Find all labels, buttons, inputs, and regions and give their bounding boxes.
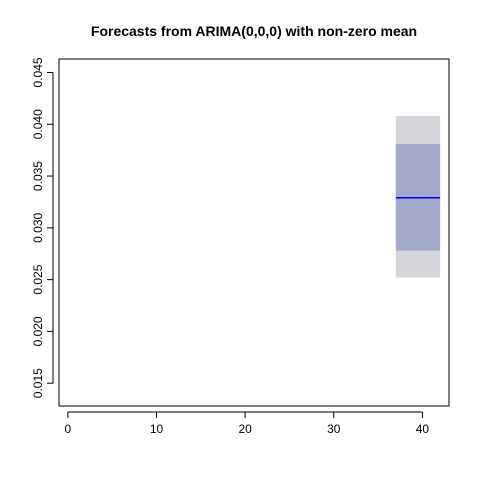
chart-title: Forecasts from ARIMA(0,0,0) with non-zer… bbox=[91, 23, 417, 39]
x-tick-label: 0 bbox=[65, 422, 72, 436]
plot-area-frame bbox=[58, 58, 450, 407]
y-axis: 0.015 0.020 0.025 0.030 0.035 0.040 0.045 bbox=[31, 57, 54, 398]
x-tick-label: 10 bbox=[150, 422, 164, 436]
x-tick-label: 20 bbox=[238, 422, 252, 436]
x-tick-label: 30 bbox=[327, 422, 341, 436]
y-tick-label: 0.045 bbox=[31, 57, 45, 87]
y-tick-label: 0.025 bbox=[31, 264, 45, 294]
x-axis: 0 10 20 30 40 bbox=[65, 411, 430, 436]
y-tick-label: 0.030 bbox=[31, 212, 45, 242]
y-tick-label: 0.035 bbox=[31, 161, 45, 191]
y-tick-label: 0.040 bbox=[31, 109, 45, 139]
y-tick-label: 0.015 bbox=[31, 368, 45, 398]
y-tick-label: 0.020 bbox=[31, 316, 45, 346]
x-tick-label: 40 bbox=[416, 422, 430, 436]
forecast-bands bbox=[395, 115, 441, 278]
